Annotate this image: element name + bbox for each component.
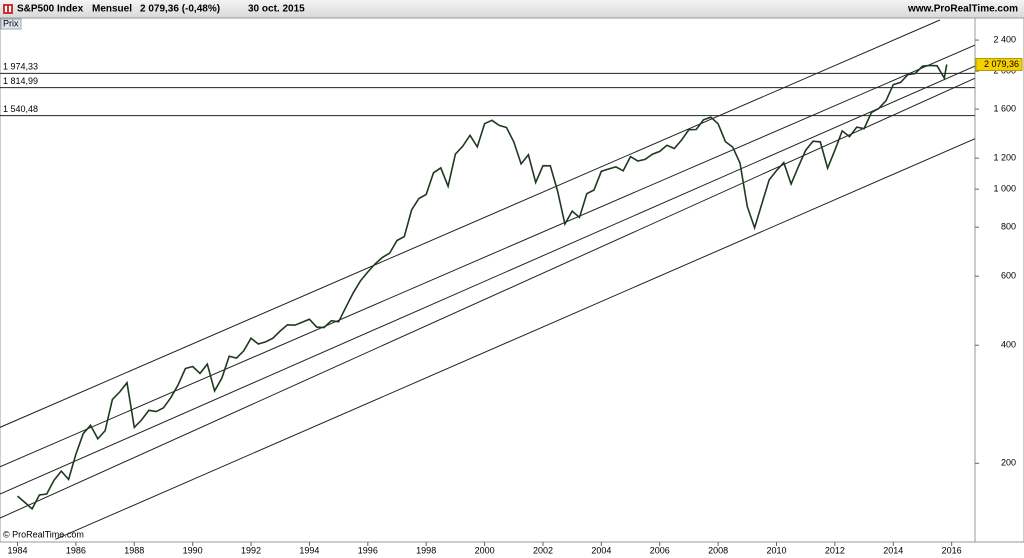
x-tick-label: 2000 <box>475 545 495 555</box>
source: www.ProRealTime.com <box>907 4 1018 15</box>
last-quote: 2 079,36 (-0,48%) <box>140 4 220 15</box>
y-tick-label: 800 <box>1001 222 1016 232</box>
title: S&P500 Index <box>17 4 84 15</box>
x-tick-label: 1996 <box>358 545 378 555</box>
trend-line <box>0 77 975 519</box>
x-tick-label: 2002 <box>533 545 553 555</box>
level-label: 1 974,33 <box>3 62 38 72</box>
period: Mensuel <box>92 4 132 15</box>
trend-line <box>0 44 975 468</box>
copyright: © ProRealTime.com <box>3 529 84 539</box>
header-bar <box>0 0 1024 18</box>
icon-detail <box>5 6 7 12</box>
x-tick-label: 1986 <box>66 545 86 555</box>
level-label: 1 814,99 <box>3 76 38 86</box>
last-value-label: 2 079,36 <box>984 59 1019 69</box>
last-value-box <box>975 57 1023 71</box>
y-tick-label: 2 400 <box>993 34 1016 44</box>
date: 30 oct. 2015 <box>248 4 305 15</box>
x-tick-label: 2016 <box>942 545 962 555</box>
panel-tab <box>0 18 22 30</box>
panel-label: Prix <box>3 18 19 28</box>
plot <box>0 19 975 540</box>
trend-line <box>55 138 975 540</box>
x-tick-label: 1994 <box>299 545 319 555</box>
x-tick-label: 1988 <box>124 545 144 555</box>
y-tick-label: 400 <box>1001 340 1016 350</box>
y-tick-label: 200 <box>1001 458 1016 468</box>
price-line <box>16 64 948 511</box>
icon <box>3 4 13 14</box>
y-axis-area <box>974 17 1024 543</box>
y-tick-label: 1 000 <box>993 184 1016 194</box>
x-tick-label: 1992 <box>241 545 261 555</box>
trend-line <box>0 65 975 495</box>
x-tick-label: 2014 <box>883 545 903 555</box>
icon-detail <box>9 6 11 12</box>
x-tick-label: 1998 <box>416 545 436 555</box>
x-tick-label: 1990 <box>183 545 203 555</box>
y-tick-label: 1 200 <box>993 153 1016 163</box>
x-tick-label: 2004 <box>591 545 611 555</box>
x-tick-label: 2010 <box>766 545 786 555</box>
x-tick-label: 2012 <box>825 545 845 555</box>
trend-line <box>0 19 941 428</box>
x-tick-label: 2008 <box>708 545 728 555</box>
x-tick-label: 1984 <box>7 545 27 555</box>
level-label: 1 540,48 <box>3 104 38 114</box>
x-tick-label: 2006 <box>650 545 670 555</box>
y-tick-label: 1 600 <box>993 104 1016 114</box>
y-tick-label: 600 <box>1001 271 1016 281</box>
